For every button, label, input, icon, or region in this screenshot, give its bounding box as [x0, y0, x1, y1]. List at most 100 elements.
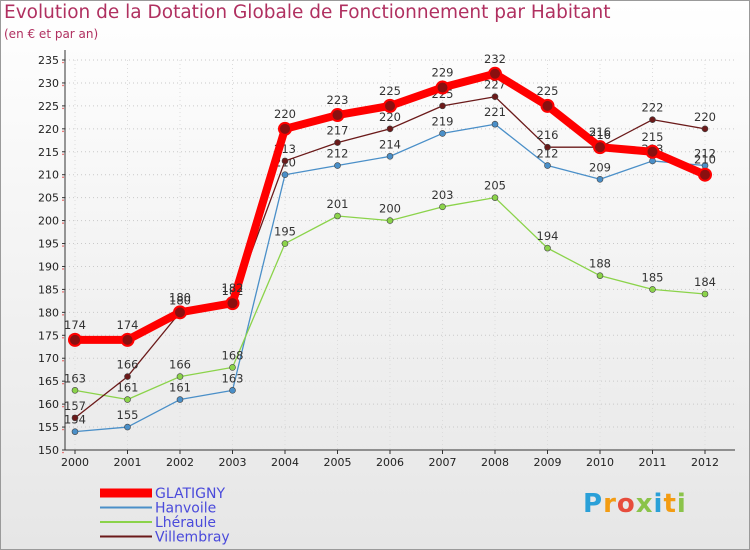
data-label: 212 [537, 147, 559, 161]
data-label: 225 [379, 84, 401, 98]
chart-subtitle: (en € et par an) [4, 27, 99, 41]
axis-marker [62, 107, 64, 110]
data-label: 205 [484, 179, 506, 193]
data-label: 161 [117, 381, 139, 395]
y-tick-label: 160 [38, 398, 59, 411]
data-label: 229 [432, 66, 454, 80]
data-point [491, 194, 499, 201]
x-tick-label: 2009 [534, 456, 562, 469]
axis-marker [62, 428, 64, 431]
axis-marker [62, 61, 64, 64]
data-point [124, 396, 131, 403]
x-tick-label: 2007 [429, 456, 457, 469]
data-point [649, 116, 656, 123]
y-tick-label: 230 [38, 77, 59, 90]
axis-marker [62, 291, 64, 293]
data-point [544, 162, 551, 169]
legend-label: Hanvoile [155, 501, 216, 517]
data-label: 180 [169, 290, 191, 304]
y-tick-label: 185 [38, 283, 59, 296]
data-point [435, 80, 450, 95]
legend-label: Lhéraule [155, 515, 216, 531]
y-tick-label: 170 [38, 352, 59, 365]
data-point [698, 167, 712, 182]
data-label: 232 [484, 52, 506, 66]
axis-marker [62, 176, 64, 179]
data-label: 210 [694, 153, 716, 167]
y-tick-label: 190 [38, 260, 59, 273]
data-point [229, 387, 236, 394]
y-tick-label: 195 [38, 238, 59, 251]
data-point [596, 272, 604, 279]
data-point [278, 121, 292, 136]
data-point [334, 139, 341, 146]
x-tick-label: 2004 [271, 456, 299, 469]
x-tick-label: 2006 [376, 456, 404, 469]
data-label: 166 [169, 358, 191, 372]
data-label: 194 [537, 229, 559, 243]
axis-marker [62, 314, 64, 316]
data-label: 220 [274, 107, 296, 121]
data-point [383, 98, 397, 113]
data-label: 214 [379, 137, 401, 151]
data-point [386, 217, 394, 224]
axis-marker [62, 245, 64, 247]
data-label: 180 [169, 293, 191, 307]
data-label: 174 [64, 318, 86, 332]
data-label: 209 [589, 160, 611, 174]
data-point [176, 373, 184, 380]
data-point [281, 157, 289, 165]
data-label: 201 [327, 197, 349, 211]
data-label: 225 [537, 84, 559, 98]
data-label: 212 [327, 147, 349, 161]
data-point [176, 396, 184, 403]
data-label: 174 [117, 318, 139, 332]
chart-title: Evolution de la Dotation Globale de Fonc… [4, 2, 611, 23]
data-point [649, 286, 656, 293]
data-label: 217 [327, 124, 349, 138]
data-point [649, 157, 656, 165]
data-point [120, 332, 135, 347]
data-label: 215 [642, 130, 664, 144]
x-tick-label: 2012 [691, 456, 719, 469]
data-point [71, 387, 79, 394]
data-label: 157 [64, 399, 86, 413]
y-tick-label: 210 [38, 169, 59, 182]
data-label: 216 [589, 125, 611, 139]
data-point [124, 373, 131, 380]
data-point [540, 98, 555, 113]
data-point [124, 423, 131, 431]
axis-marker [62, 451, 64, 454]
data-point [229, 364, 236, 371]
data-label: 168 [222, 348, 244, 362]
data-point [439, 102, 446, 110]
data-point [596, 175, 604, 183]
data-label: 221 [484, 105, 506, 119]
y-tick-label: 180 [38, 306, 59, 319]
data-label: 220 [694, 110, 716, 124]
data-point [491, 93, 499, 101]
data-label: 163 [222, 371, 244, 385]
y-tick-label: 175 [38, 329, 59, 342]
axis-marker [62, 359, 64, 362]
x-tick-label: 2002 [166, 456, 194, 469]
data-label: 163 [64, 371, 86, 385]
data-label: 184 [694, 275, 716, 289]
data-label: 195 [274, 225, 296, 239]
axis-marker [62, 130, 64, 133]
y-tick-label: 150 [38, 444, 59, 457]
data-label: 188 [589, 257, 611, 271]
axis-marker [62, 222, 64, 224]
y-tick-label: 200 [38, 215, 59, 228]
data-label: 166 [117, 358, 139, 372]
data-label: 212 [694, 147, 716, 161]
axis-marker [62, 405, 64, 408]
data-point [334, 212, 341, 220]
data-label: 216 [537, 128, 559, 142]
axis-marker [62, 336, 64, 339]
data-point [439, 130, 446, 137]
proxiti-logo: Proxiti [583, 489, 687, 519]
